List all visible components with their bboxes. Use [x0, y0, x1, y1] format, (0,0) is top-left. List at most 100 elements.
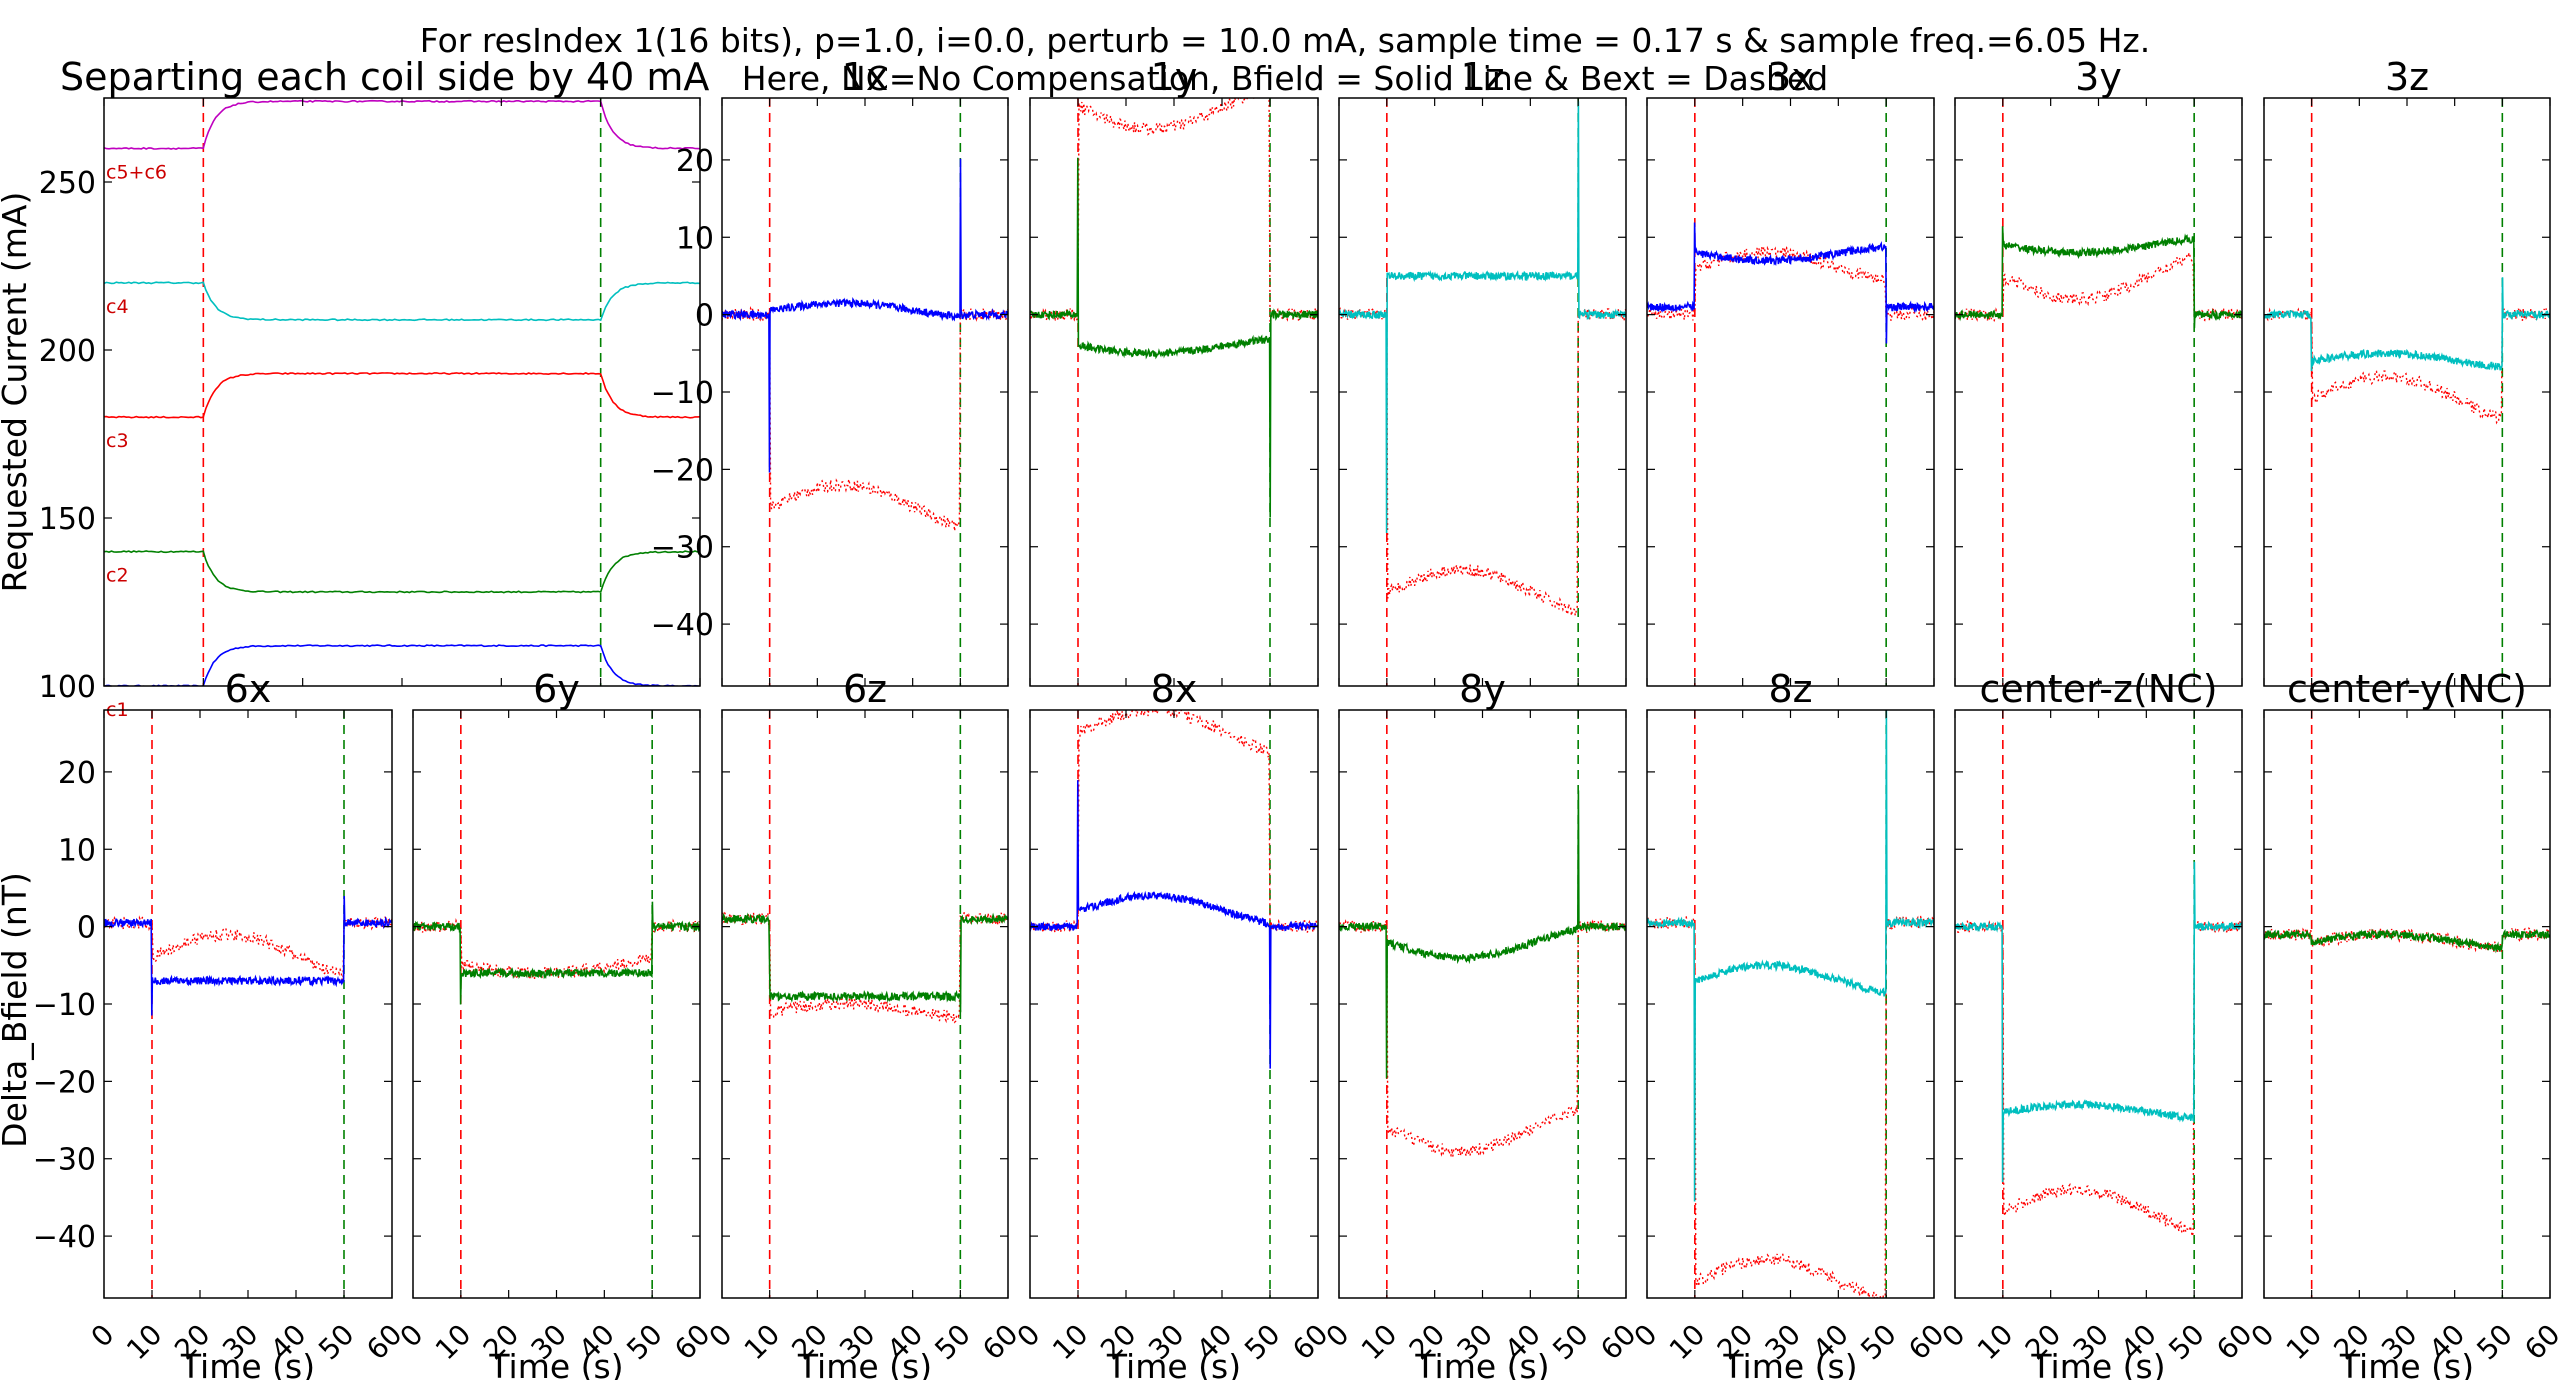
xtick-label: 10 [120, 1318, 169, 1367]
xtick-label: 50 [2470, 1318, 2519, 1367]
ytick-label: −30 [651, 531, 714, 566]
panel-frame [721, 709, 1009, 1299]
ytick-label: 10 [676, 221, 714, 256]
plot-area [1647, 710, 1934, 1298]
panel-frame [2263, 97, 2551, 687]
bfield-line [1339, 790, 1626, 1079]
xtick-label: 10 [738, 1318, 787, 1367]
panel-title: 8x [1151, 667, 1198, 711]
xtick-label: 50 [1546, 1318, 1595, 1367]
xaxis-label: Time (s) [488, 1347, 623, 1380]
ytick-label: 200 [39, 334, 96, 369]
plot-area [1339, 710, 1626, 1298]
plot-area [2264, 710, 2550, 1298]
xaxis-label: Time (s) [2030, 1347, 2165, 1380]
panel-title: 1y [1151, 55, 1198, 99]
ytick-label: −30 [33, 1143, 96, 1178]
panel-title: 8y [1459, 667, 1506, 711]
bottom-ylabel: Delta_Bfield (nT) [0, 872, 34, 1148]
panel-frame [721, 97, 1009, 687]
xtick-label: 10 [429, 1318, 478, 1367]
plot-area [1955, 710, 2242, 1298]
panel-1: 1x −40 −30 −20 −10 0 10 20 [651, 55, 1009, 687]
bext-line [722, 910, 1008, 1024]
panel-4: 3x [1646, 55, 1935, 687]
bext-line [104, 915, 392, 982]
ytick-label: −20 [651, 453, 714, 488]
panel-3: 1z [1338, 55, 1627, 687]
bfield-line [1647, 222, 1934, 344]
panel-frame [1954, 709, 2243, 1299]
series-label-c4: c4 [106, 296, 129, 318]
xtick-label: 50 [2162, 1318, 2211, 1367]
ytick-label: 250 [39, 166, 96, 201]
panel-5: 3y [1954, 55, 2243, 687]
ytick-label: −40 [651, 608, 714, 643]
panel-frame [2263, 709, 2551, 1299]
panel-title: 6x [225, 667, 272, 711]
series-label-c3: c3 [106, 430, 129, 452]
panel-title: Separting each coil side by 40 mA [60, 55, 709, 99]
panel-frame [103, 709, 393, 1299]
series-c3-line [104, 372, 700, 419]
ytick-label: −10 [33, 988, 96, 1023]
plot-area [1030, 98, 1318, 686]
plot-area [2264, 98, 2550, 686]
plot-area [1955, 98, 2242, 686]
series-c5+c6-line [104, 99, 700, 150]
series-label-c5+c6: c5+c6 [106, 161, 167, 183]
panel-title: center-z(NC) [1979, 667, 2217, 711]
bfield-line [2264, 277, 2550, 372]
xaxis-label: Time (s) [1106, 1347, 1241, 1380]
bfield-line [2264, 928, 2550, 954]
panel-6: 3z [2263, 55, 2551, 687]
bfield-line [1647, 710, 1934, 1202]
bfield-line [1955, 861, 2242, 1183]
xtick-label: 10 [1971, 1318, 2020, 1367]
ytick-label: −20 [33, 1065, 96, 1100]
ytick-label: 0 [77, 911, 96, 946]
plot-area [1339, 98, 1626, 686]
panel-frame [1338, 709, 1627, 1299]
xtick-label: 10 [1355, 1318, 1404, 1367]
ytick-label: −10 [651, 376, 714, 411]
panel-frame [1646, 709, 1935, 1299]
xtick-label: 50 [620, 1318, 669, 1367]
panel-frame [1029, 97, 1319, 687]
bfield-line [1339, 101, 1626, 534]
ytick-label: 20 [58, 756, 96, 791]
bfield-line [1030, 157, 1318, 518]
panel-title: 3y [2075, 55, 2122, 99]
panel-frame [103, 97, 701, 687]
bext-line [1030, 98, 1318, 322]
xaxis-label: Time (s) [2339, 1347, 2474, 1380]
xaxis-label: Time (s) [1722, 1347, 1857, 1380]
xtick-label: 50 [1854, 1318, 1903, 1367]
series-label-c2: c2 [106, 565, 129, 587]
bfield-line [1955, 226, 2242, 329]
xtick-label: 50 [1238, 1318, 1287, 1367]
plot-area [104, 98, 700, 686]
plot-area [413, 710, 700, 1298]
panel-frame [1954, 97, 2243, 687]
xtick-label: 50 [928, 1318, 977, 1367]
bext-line [722, 305, 1008, 532]
panel-title: 8z [1768, 667, 1812, 711]
bext-line [1030, 710, 1318, 935]
bfield-line [413, 901, 700, 1005]
bfield-line [1030, 780, 1318, 1069]
panel-title: 6z [843, 667, 887, 711]
plot-area [722, 98, 1008, 686]
panel-title: 3x [1767, 55, 1814, 99]
bext-line [1647, 244, 1934, 322]
panel-title: 3z [2385, 55, 2429, 99]
